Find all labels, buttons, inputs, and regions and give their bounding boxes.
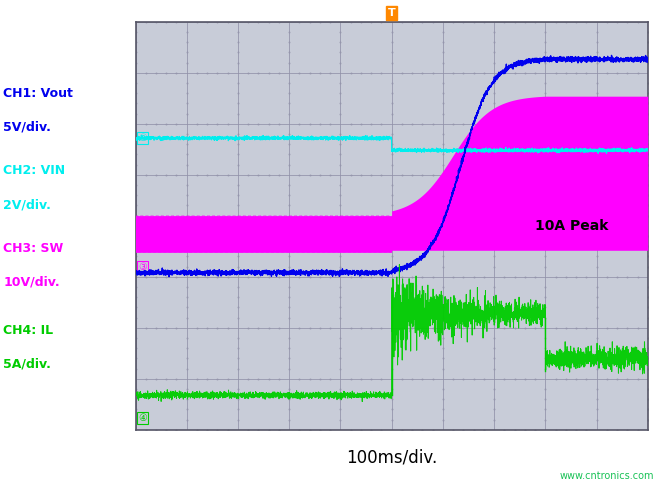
Text: 5V/div.: 5V/div.	[3, 121, 51, 134]
Text: CH2: VIN: CH2: VIN	[3, 164, 65, 177]
Text: 10A Peak: 10A Peak	[535, 219, 609, 233]
Text: T: T	[388, 8, 395, 18]
Text: CH4: IL: CH4: IL	[3, 324, 54, 337]
Text: www.cntronics.com: www.cntronics.com	[560, 470, 654, 481]
Text: ④: ④	[138, 412, 147, 423]
Text: 100ms/div.: 100ms/div.	[346, 448, 438, 466]
Text: 2V/div.: 2V/div.	[3, 198, 51, 211]
Text: 10V/div.: 10V/div.	[3, 275, 60, 288]
Text: CH3: SW: CH3: SW	[3, 242, 63, 255]
Text: ②: ②	[138, 133, 147, 143]
Text: CH1: Vout: CH1: Vout	[3, 87, 73, 100]
Text: 5A/div.: 5A/div.	[3, 357, 51, 370]
Text: ③: ③	[138, 262, 147, 271]
